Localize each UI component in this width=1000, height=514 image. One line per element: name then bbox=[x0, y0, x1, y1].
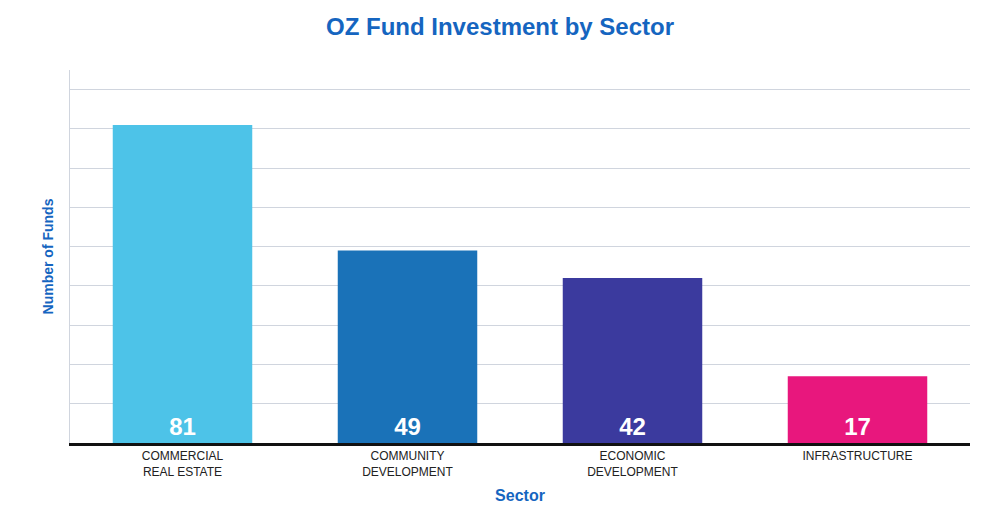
svg-text:COMMERCIALREAL ESTATE: COMMERCIALREAL ESTATE bbox=[142, 449, 224, 479]
svg-text:42: 42 bbox=[619, 413, 646, 440]
svg-text:17: 17 bbox=[844, 413, 871, 440]
svg-text:COMMUNITYDEVELOPMENT: COMMUNITYDEVELOPMENT bbox=[362, 449, 453, 479]
svg-text:Sector: Sector bbox=[495, 487, 545, 504]
svg-text:OZ Fund Investment by Sector: OZ Fund Investment by Sector bbox=[326, 13, 674, 40]
svg-text:INFRASTRUCTURE: INFRASTRUCTURE bbox=[803, 449, 913, 463]
svg-text:Number of Funds: Number of Funds bbox=[40, 198, 56, 314]
svg-text:49: 49 bbox=[394, 413, 421, 440]
svg-text:81: 81 bbox=[169, 413, 196, 440]
svg-text:ECONOMICDEVELOPMENT: ECONOMICDEVELOPMENT bbox=[587, 449, 678, 479]
